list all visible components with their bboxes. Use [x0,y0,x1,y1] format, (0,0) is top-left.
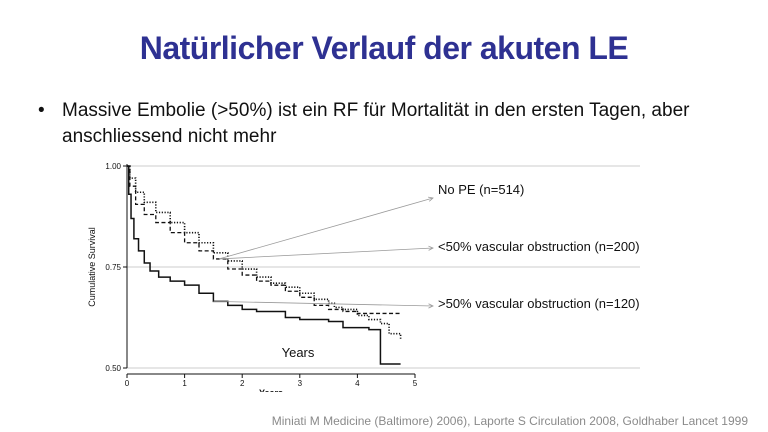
chart-axes: 1.00 0.75 0.50 0 1 2 3 4 5 Cumulative Survival Yea… [87,162,418,398]
annotation-arrowhead-2 [428,303,434,309]
x-tick-label-5: 5 [413,379,418,388]
annotation-label-0: No PE (n=514) [438,182,524,197]
y-tick-label-0.75: 0.75 [105,263,121,272]
annotation-label-2: >50% vascular obstruction (n=120) [438,296,640,311]
annotation-pointer-1 [219,247,434,260]
x-tick-label-4: 4 [355,379,360,388]
series-line-0 [127,165,402,340]
y-axis-title: Cumulative Survival [87,227,97,307]
annotation-pointer-0 [219,197,434,260]
chart-annotations: No PE (n=514) <50% vascular obstruction (… [213,182,640,311]
x-tick-label-1: 1 [182,379,187,388]
x-tick-label-3: 3 [298,379,303,388]
annotation-label-1: <50% vascular obstruction (n=200) [438,239,640,254]
x-tick-label-2: 2 [240,379,245,388]
x-tick-label-0: 0 [125,379,130,388]
series-line-2 [127,165,401,365]
annotation-arrowhead-0 [428,196,434,202]
annotation-pointer-2 [213,300,434,307]
y-tick-label-0.50: 0.50 [105,364,121,373]
citation: Miniati M Medicine (Baltimore) 2006), La… [271,414,748,428]
annotation-arrowhead-1 [428,245,434,251]
bullet-marker: • [38,100,45,121]
series-line-1 [127,165,401,315]
years-inside-label: Years [282,345,315,360]
x-axis-title: Years [259,388,283,398]
chart-grid [127,165,640,369]
chart-series [127,165,402,365]
y-tick-label-1.00: 1.00 [105,162,121,171]
bullet-text: Massive Embolie (>50%) ist ein RF für Mo… [62,100,690,147]
slide-title: Natürlicher Verlauf der akuten LE [139,30,629,66]
